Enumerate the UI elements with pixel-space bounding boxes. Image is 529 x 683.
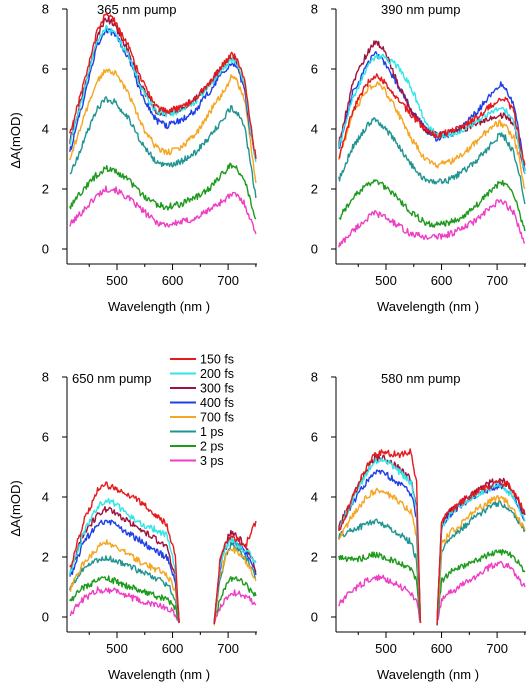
y-axis-title: ΔA(mOD) [8, 480, 23, 536]
series-line-700fs [338, 81, 526, 190]
y-tick-label: 2 [311, 182, 318, 197]
series-line-700fs [338, 487, 526, 624]
x-tick-label: 500 [106, 641, 128, 656]
series-line-300fs [69, 16, 257, 160]
series-line-300fs [338, 40, 526, 175]
series-line-150fs [69, 11, 257, 160]
x-axis-title: Wavelength (nm ) [108, 299, 210, 314]
series-line-200fs [338, 457, 526, 624]
series-line-700fs [69, 68, 257, 184]
y-axis-title: ΔA(mOD) [8, 112, 23, 168]
y-tick-label: 6 [311, 430, 318, 445]
series-line-200fs [69, 25, 257, 163]
legend-label: 1 ps [200, 425, 224, 439]
legend-label: 3 ps [200, 454, 224, 468]
x-tick-label: 600 [431, 641, 453, 656]
series-line-3ps [69, 185, 257, 235]
x-tick-label: 500 [375, 641, 397, 656]
y-tick-label: 4 [311, 122, 318, 137]
y-tick-label: 0 [311, 242, 318, 257]
y-tick-label: 2 [42, 550, 49, 565]
series-line-1ps [69, 96, 257, 199]
panel-top-right: 0 2 4 6 8 500 600 700 Wavelength (nm ) 390 nm pum… [311, 2, 526, 314]
x-axis-title: Wavelength (nm ) [377, 667, 479, 682]
y-tick-label: 0 [42, 242, 49, 257]
y-tick-label: 2 [42, 182, 49, 197]
panel-annotation: 390 nm pump [381, 2, 461, 17]
y-tick-label: 8 [42, 2, 49, 17]
legend-label: 150 fs [200, 353, 234, 367]
x-axis-title: Wavelength (nm ) [108, 667, 210, 682]
legend-label: 300 fs [200, 382, 234, 396]
series-line-400fs [69, 27, 257, 157]
series-line-2ps [69, 162, 257, 220]
x-tick-label: 700 [486, 641, 508, 656]
series-line-1ps [69, 541, 257, 624]
y-tick-label: 8 [311, 2, 318, 17]
y-tick-label: 8 [42, 370, 49, 385]
series-line-3ps [69, 586, 257, 625]
x-tick-label: 600 [162, 641, 184, 656]
y-tick-label: 8 [311, 370, 318, 385]
x-tick-label: 500 [106, 273, 128, 288]
panel-bottom-left: 0 2 4 6 8 500 600 700 Wavelength (nm ) ΔA(mOD) 650… [8, 370, 257, 682]
y-tick-label: 2 [311, 550, 318, 565]
series-line-700fs [69, 539, 257, 626]
legend-label: 400 fs [200, 396, 234, 410]
panel-annotation: 580 nm pump [381, 371, 461, 386]
series-line-1ps [338, 117, 526, 205]
y-tick-label: 4 [42, 490, 49, 505]
legend-label: 200 fs [200, 367, 234, 381]
series-line-3ps [338, 199, 525, 248]
legend-label: 2 ps [200, 440, 224, 454]
series-line-3ps [338, 560, 526, 624]
series-line-150fs [338, 73, 526, 166]
legend-label: 700 fs [200, 411, 234, 425]
series-line-150fs [69, 481, 257, 624]
y-tick-label: 0 [42, 610, 49, 625]
y-tick-label: 0 [311, 610, 318, 625]
series-line-150fs [338, 448, 526, 626]
y-tick-label: 6 [42, 430, 49, 445]
x-axis-title: Wavelength (nm ) [377, 299, 479, 314]
series-line-2ps [338, 549, 526, 624]
y-tick-label: 4 [42, 122, 49, 137]
series-line-400fs [338, 469, 526, 625]
series-line-200fs [69, 497, 257, 624]
x-tick-label: 700 [486, 273, 508, 288]
panel-annotation: 650 nm pump [72, 371, 152, 386]
panel-top-left: 0 2 4 6 8 500 600 700 Wavelength (nm ) ΔA(mOD) 365… [8, 2, 257, 314]
y-tick-label: 4 [311, 490, 318, 505]
series-line-2ps [69, 575, 257, 624]
y-tick-label: 6 [42, 62, 49, 77]
x-tick-label: 700 [217, 641, 239, 656]
y-tick-label: 6 [311, 62, 318, 77]
x-tick-label: 500 [375, 273, 397, 288]
x-tick-label: 700 [217, 273, 239, 288]
x-tick-label: 600 [431, 273, 453, 288]
series-line-200fs [338, 53, 526, 175]
series-line-2ps [338, 179, 526, 232]
x-tick-label: 600 [162, 273, 184, 288]
series-line-1ps [338, 500, 526, 626]
panel-bottom-right: 0 2 4 6 8 500 600 700 Wavelength (nm ) 580 nm pum… [311, 370, 526, 682]
panel-annotation: 365 nm pump [97, 2, 177, 17]
